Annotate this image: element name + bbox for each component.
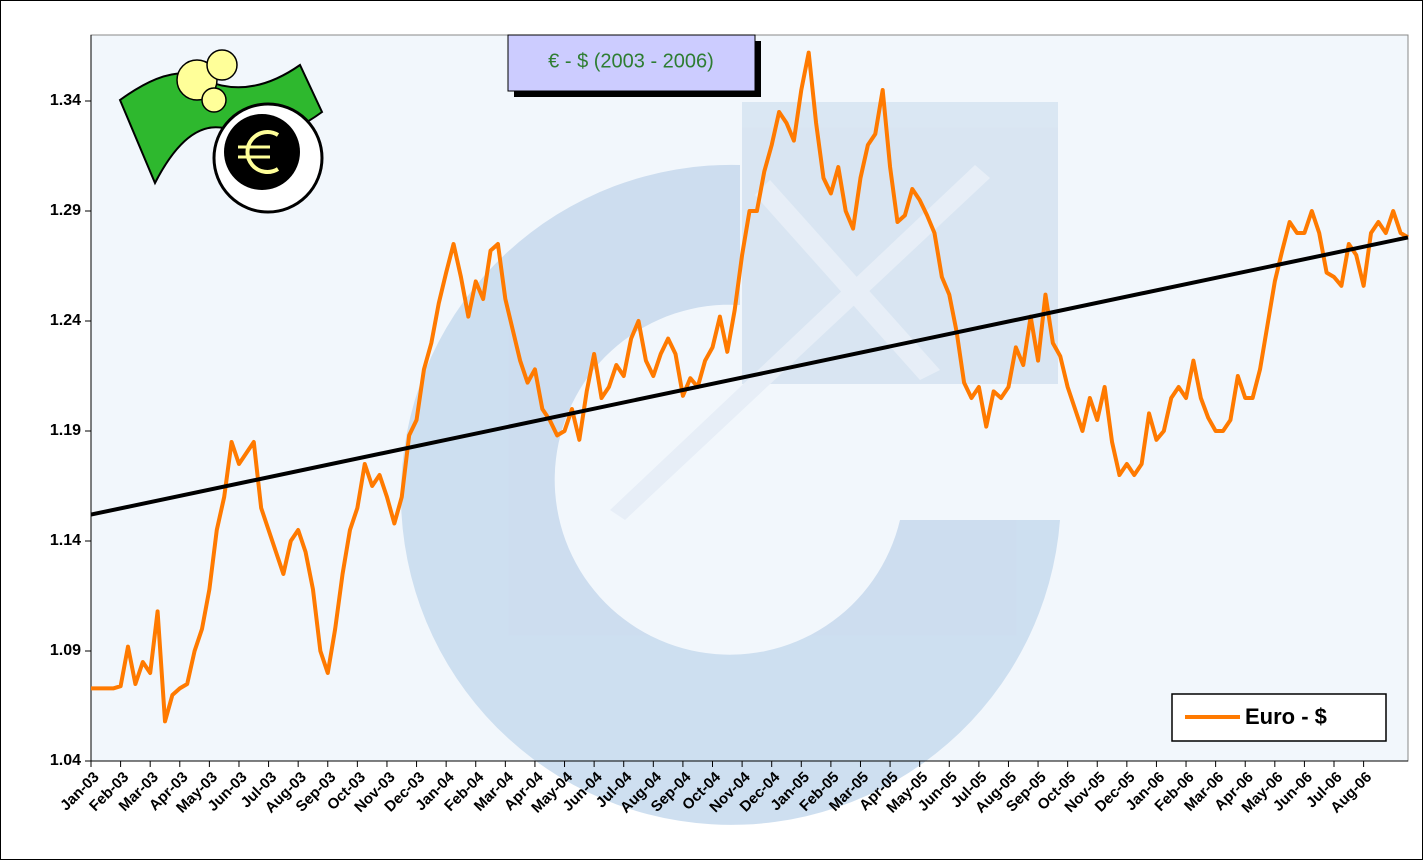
legend-label: Euro - $: [1245, 704, 1327, 729]
y-tick-label: 1.24: [50, 312, 81, 329]
y-tick-label: 1.09: [50, 642, 81, 659]
y-tick-label: 1.19: [50, 422, 81, 439]
coin: [202, 88, 226, 112]
y-tick-label: 1.34: [50, 92, 81, 109]
y-tick-label: 1.04: [50, 752, 81, 769]
coin: [207, 50, 237, 80]
euro-coin: [224, 114, 300, 190]
legend: Euro - $: [1172, 694, 1386, 741]
chart-title: € - $ (2003 - 2006): [548, 50, 714, 72]
title-box: € - $ (2003 - 2006): [508, 35, 761, 97]
y-tick-label: 1.14: [50, 532, 81, 549]
chart: € - $ (2003 - 2006) 1.04 1.09 1.14 1.19 1.24…: [0, 0, 1424, 861]
y-tick-label: 1.29: [50, 202, 81, 219]
